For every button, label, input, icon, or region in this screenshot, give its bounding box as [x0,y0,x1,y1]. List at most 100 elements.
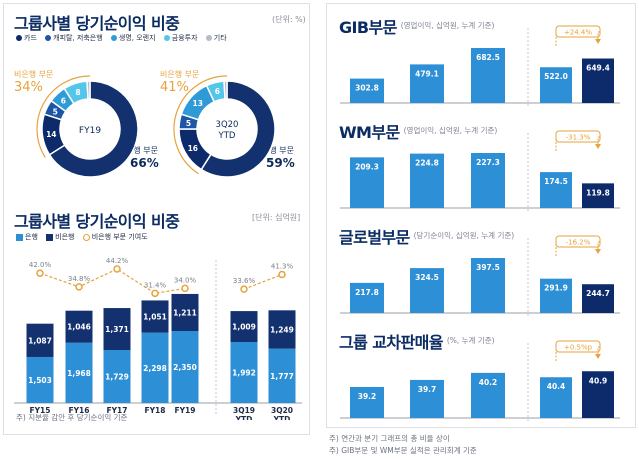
bar-value: 479.1 [415,69,439,78]
bar-nonbank [230,311,258,342]
donut-slice-label: 16 [188,144,198,153]
contribution-point [151,289,159,298]
legend-bank: 은행 [16,232,38,242]
change-arrow [595,249,601,254]
legend-capital: 캐피탈, 저축은행 [45,33,103,43]
donut-slice-label: 8 [75,88,80,97]
x-tick-label: FY16 [69,406,90,415]
bar-value: 397.5 [476,263,500,272]
change-label: -31.3% [566,134,591,142]
bar [582,58,614,103]
change-bracket [555,136,600,151]
bar-note: 주) 지분율 감안 후 당기순이익 기준 [16,413,128,422]
bar-value: 209.3 [355,162,379,171]
donut-slice-label: 14 [46,130,56,139]
contribution-label: 44.2% [106,257,129,265]
donut-legend: 카드 캐피탈, 저축은행 생명, 오렌지 금융투자 기타 [16,33,233,43]
fy19-nonbank-label: 비은행 부문 [14,70,54,79]
change-bracket [555,31,600,46]
x-tick-label: YTD [273,415,291,420]
change-label: +0.5%p [564,344,593,352]
bar-value: 649.4 [586,64,610,73]
x-tick-label: 3Q20 [271,406,293,415]
contribution-label: 34.0% [174,276,197,284]
panel-title: WM부문 [339,123,400,142]
x-tick-label: FY17 [107,406,128,415]
bar-value: 224.8 [415,159,439,168]
bar-bank-label: 1,968 [67,369,91,378]
donut-section-title: 그룹사별 당기순이익 비중 [14,14,180,33]
bar-bank [141,332,169,403]
legend-finance: 금융투자 [163,33,198,43]
bar [350,157,384,208]
bar [540,172,572,208]
contribution-label: 33.6% [233,277,256,285]
bar-bank [171,331,199,403]
contribution-point [240,285,248,293]
bar-nonbank [171,293,199,332]
change-bracket [555,346,600,361]
contribution-label: 42.0% [29,261,52,269]
bar-value: 40.2 [479,378,498,387]
donut-fy19-center: FY19 [79,126,101,136]
bar-nonbank [103,308,131,351]
legend-etc: 기타 [205,33,227,43]
bar-nonbank [65,310,93,343]
stacked-bar-svg: 1,503 1,087 FY15 1,968 1,046 FY16 1,729 1,371 FY… [14,257,302,420]
bar-bank-label: 1,729 [105,373,129,382]
bar [410,153,444,208]
bar [471,48,505,103]
panel-subtitle: (%, 누계 기준) [446,336,495,345]
nonbank-bracket [36,75,91,158]
bar-bank [103,350,131,403]
fy19-bank-label: 은행 부문 [126,146,158,155]
fy19-bank-pct: 66% [130,156,159,170]
bar-bank-label: 2,350 [173,363,197,372]
change-arrow [595,354,601,359]
change-label: -16.2% [566,239,591,247]
donut-slice [48,80,139,178]
change-bracket [555,241,600,256]
bar [582,183,614,208]
bar-bank-label: 1,503 [28,376,52,385]
bar-value: 302.8 [355,84,379,93]
panel-title: 그룹 교차판매율 [339,333,443,352]
donut-unit: (단위: %) [272,15,306,24]
x-tick-label: FY18 [145,406,166,415]
legend-contribution: 비은행 부문 기여도 [82,232,148,242]
bar [350,386,384,418]
change-arrow [595,144,601,149]
donut-3q20-center1: 3Q20 [216,120,239,130]
panel-subtitle: (영업이익, 십억원, 누계 기준) [400,21,495,30]
right-note-1: 주) 연간과 분기 그래프의 총 비율 상이 [329,434,450,443]
donut-slice-label: 13 [193,99,203,108]
bar-bank-label: 1,992 [232,368,256,377]
bar-nonbank-label: 1,087 [28,336,52,345]
bar [350,78,384,103]
legend-nonbank: 비은행 [46,232,74,242]
change-label: +24.4% [564,29,592,37]
bar [471,372,505,418]
change-arrow [595,39,601,44]
donut-slice [223,80,228,100]
bar-unit: [단위: 십억원] [252,213,301,222]
donut-slice-label: 5 [186,119,191,128]
bar-value: 174.5 [544,177,568,186]
contribution-point [278,270,286,279]
x-tick-label: FY15 [30,406,51,415]
bar-bank [65,342,93,403]
bar-bank [26,356,54,403]
panel-subtitle: (영업이익, 십억원, 누계 기준) [403,126,498,135]
bar-legend: 은행 비은행 비은행 부문 기여도 [16,232,154,242]
bar-value: 291.9 [544,284,568,293]
fy19-nonbank-pct: 34% [14,80,43,95]
donut-3q20-center2: YTD [218,131,236,141]
bar [410,268,444,313]
donut-slice-label: 5 [53,107,58,116]
bar [410,379,444,418]
contribution-label: 41.3% [271,263,294,271]
contribution-point [181,284,189,293]
bar-nonbank-label: 1,046 [67,323,91,332]
contribution-line [39,268,186,294]
